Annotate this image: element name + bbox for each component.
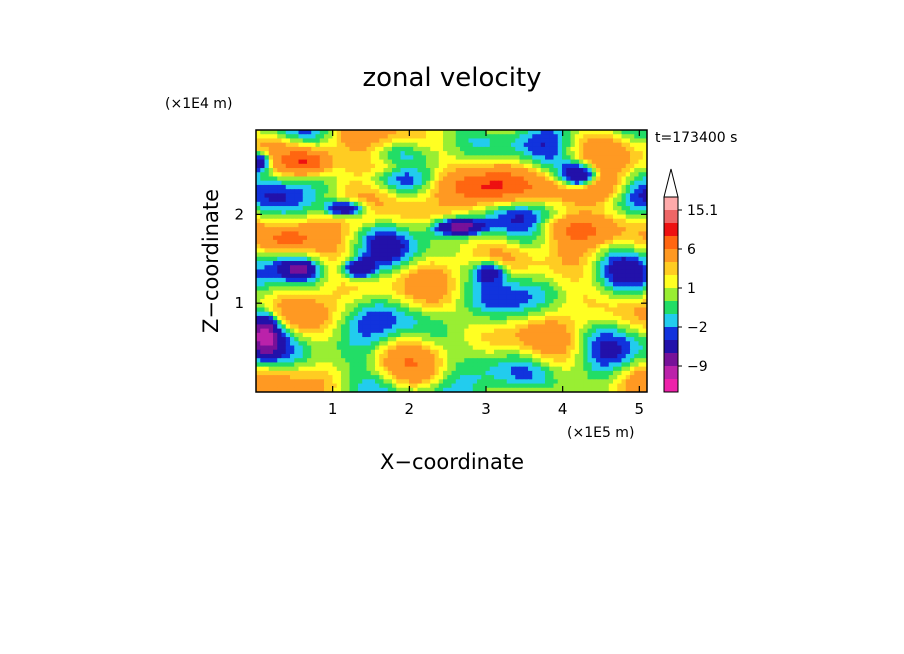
x-scale-label: (×1E5 m) (567, 425, 634, 441)
colorbar-segment (664, 262, 678, 275)
chart-title: zonal velocity (362, 63, 541, 93)
x-tick-label: 1 (328, 400, 338, 418)
colorbar-label: 15.1 (687, 203, 718, 219)
y-axis: 12 (234, 205, 647, 312)
colorbar-segment (664, 314, 678, 327)
colorbar-segment (664, 275, 678, 288)
colorbar-segment (664, 249, 678, 262)
colorbar-segment (664, 236, 678, 249)
x-axis-label: X−coordinate (380, 450, 524, 474)
x-axis: 1 2 3 4 5 (328, 130, 644, 418)
colorbar-segment (664, 301, 678, 314)
colorbar-segment (664, 353, 678, 366)
colorbar-extend-arrow (663, 168, 679, 198)
colorbar-segment (664, 340, 678, 353)
x-tick-label: 2 (405, 400, 415, 418)
colorbar-frame (663, 196, 679, 393)
colorbar-segment (664, 288, 678, 301)
colorbar-segment (664, 327, 678, 340)
colorbar-label: 1 (687, 281, 696, 297)
colorbar-segment (664, 223, 678, 236)
y-tick-label: 1 (234, 294, 244, 312)
x-tick-label: 4 (558, 400, 568, 418)
y-scale-label: (×1E4 m) (165, 96, 232, 112)
y-axis-label: Z−coordinate (199, 189, 223, 333)
plot-frame (255, 129, 648, 393)
velocity-field (256, 130, 647, 392)
colorbar-label: −2 (687, 320, 708, 336)
y-tick-label: 2 (234, 205, 244, 223)
colorbar-segment (664, 210, 678, 223)
colorbar-label: −9 (687, 359, 708, 375)
colorbar: 15.1 6 1 −2 −9 (663, 168, 718, 393)
colorbar-segment (664, 197, 678, 210)
x-tick-label: 5 (635, 400, 645, 418)
colorbar-segment (664, 366, 678, 379)
time-label: t=173400 s (655, 130, 737, 146)
colorbar-label: 6 (687, 242, 696, 258)
colorbar-segment (664, 379, 678, 392)
x-tick-label: 3 (481, 400, 491, 418)
